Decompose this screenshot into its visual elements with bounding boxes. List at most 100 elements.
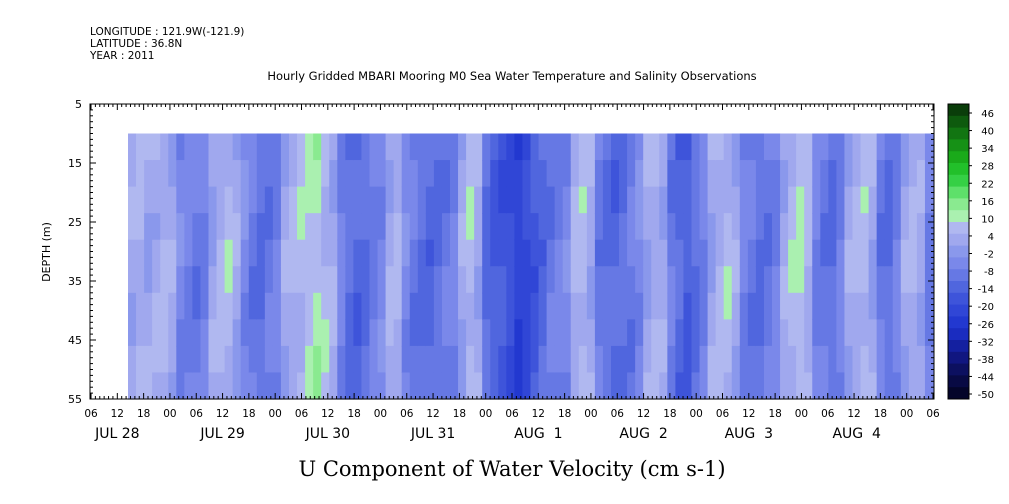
heatmap-cell <box>514 186 524 214</box>
heatmap-cell <box>747 160 757 188</box>
heatmap-cell <box>160 133 169 161</box>
heatmap-cell <box>530 160 540 188</box>
longitude-text: LONGITUDE : 121.9W(-121.9) <box>90 26 244 38</box>
heatmap-cell <box>675 266 685 294</box>
colorbar-label: -50 <box>978 390 994 401</box>
heatmap-cell <box>441 292 451 320</box>
heatmap-cell <box>860 292 870 320</box>
heatmap-cell <box>594 160 604 188</box>
heatmap-cell <box>208 319 218 347</box>
heatmap-cell <box>152 292 161 320</box>
heatmap-cell <box>200 213 210 241</box>
heatmap-cell <box>892 372 902 400</box>
heatmap-cell <box>168 345 177 374</box>
heatmap-cell <box>763 160 773 188</box>
heatmap-cell <box>514 239 524 267</box>
heatmap-cell <box>361 266 371 294</box>
heatmap-cell <box>675 239 685 267</box>
heatmap-cell <box>707 345 717 374</box>
heatmap-cell <box>611 372 620 400</box>
heatmap-cell <box>780 160 789 188</box>
heatmap-cell <box>417 319 427 347</box>
heatmap-cell <box>916 345 926 374</box>
heatmap-cell <box>916 319 926 347</box>
heatmap-cell <box>248 345 258 374</box>
x-day-label: JUL 29 <box>199 426 244 442</box>
x-tick-label: 18 <box>347 408 360 420</box>
heatmap-cell <box>152 266 161 294</box>
heatmap-cell <box>361 239 371 267</box>
heatmap-cell <box>739 266 749 294</box>
heatmap-cell <box>248 239 258 267</box>
heatmap-cell <box>136 160 145 188</box>
heatmap-cell <box>176 372 185 400</box>
heatmap-cell <box>916 292 926 320</box>
heatmap-cell <box>152 372 161 400</box>
heatmap-cell <box>192 319 202 347</box>
heatmap-cell <box>852 186 862 214</box>
heatmap-cell <box>691 160 701 188</box>
heatmap-cell <box>417 292 427 320</box>
colorbar-swatch <box>948 233 969 247</box>
heatmap-cell <box>546 345 556 374</box>
heatmap-cell <box>739 345 749 374</box>
heatmap-cell <box>216 345 226 374</box>
heatmap-cell <box>305 319 314 347</box>
heatmap-cell <box>216 160 226 188</box>
heatmap-cell <box>884 133 894 161</box>
heatmap-cell <box>337 319 346 347</box>
heatmap-cell <box>755 133 765 161</box>
heatmap-cell <box>498 266 507 294</box>
heatmap-cell <box>667 292 676 320</box>
heatmap-cell <box>908 213 918 241</box>
heatmap-cell <box>570 292 580 320</box>
y-tick-label: 35 <box>68 275 82 288</box>
heatmap-cell <box>691 292 701 320</box>
heatmap-cell <box>828 319 837 347</box>
heatmap-cell <box>554 345 564 374</box>
heatmap-cell <box>619 186 628 214</box>
heatmap-cell <box>707 160 717 188</box>
heatmap-cell <box>796 160 805 188</box>
heatmap-cell <box>667 372 676 400</box>
heatmap-cell <box>651 239 660 267</box>
heatmap-cell <box>804 160 813 188</box>
heatmap-cell <box>345 186 354 214</box>
heatmap-cell <box>144 160 153 188</box>
heatmap-cell <box>144 133 153 161</box>
heatmap-cell <box>240 319 250 347</box>
heatmap-cell <box>450 292 459 320</box>
heatmap-cell <box>836 133 846 161</box>
heatmap-cell <box>586 239 596 267</box>
heatmap-cell <box>619 213 628 241</box>
heatmap-cell <box>812 239 821 267</box>
heatmap-cell <box>248 213 258 241</box>
heatmap-cell <box>184 239 193 267</box>
heatmap-cell <box>611 186 620 214</box>
heatmap-cell <box>248 292 258 320</box>
heatmap-cell <box>586 266 596 294</box>
x-tick-label: 00 <box>479 408 492 420</box>
heatmap-cell <box>836 160 846 188</box>
colorbar-label: -8 <box>984 267 994 278</box>
heatmap-cell <box>417 213 427 241</box>
heatmap-cell <box>884 186 894 214</box>
heatmap-cell <box>619 133 628 161</box>
heatmap-cell <box>409 133 419 161</box>
heatmap-cell <box>433 266 443 294</box>
heatmap-cell <box>522 239 532 267</box>
heatmap-cell <box>892 292 902 320</box>
heatmap-cell <box>594 319 604 347</box>
heatmap-cell <box>780 186 789 214</box>
heatmap-cell <box>578 186 588 214</box>
heatmap-cell <box>643 319 652 347</box>
heatmap-cell <box>659 292 668 320</box>
heatmap-cell <box>385 160 395 188</box>
heatmap-cell <box>723 372 733 400</box>
heatmap-cell <box>876 133 886 161</box>
heatmap-cell <box>707 372 717 400</box>
heatmap-cell <box>844 319 854 347</box>
heatmap-cell <box>248 319 258 347</box>
heatmap-cell <box>892 239 902 267</box>
